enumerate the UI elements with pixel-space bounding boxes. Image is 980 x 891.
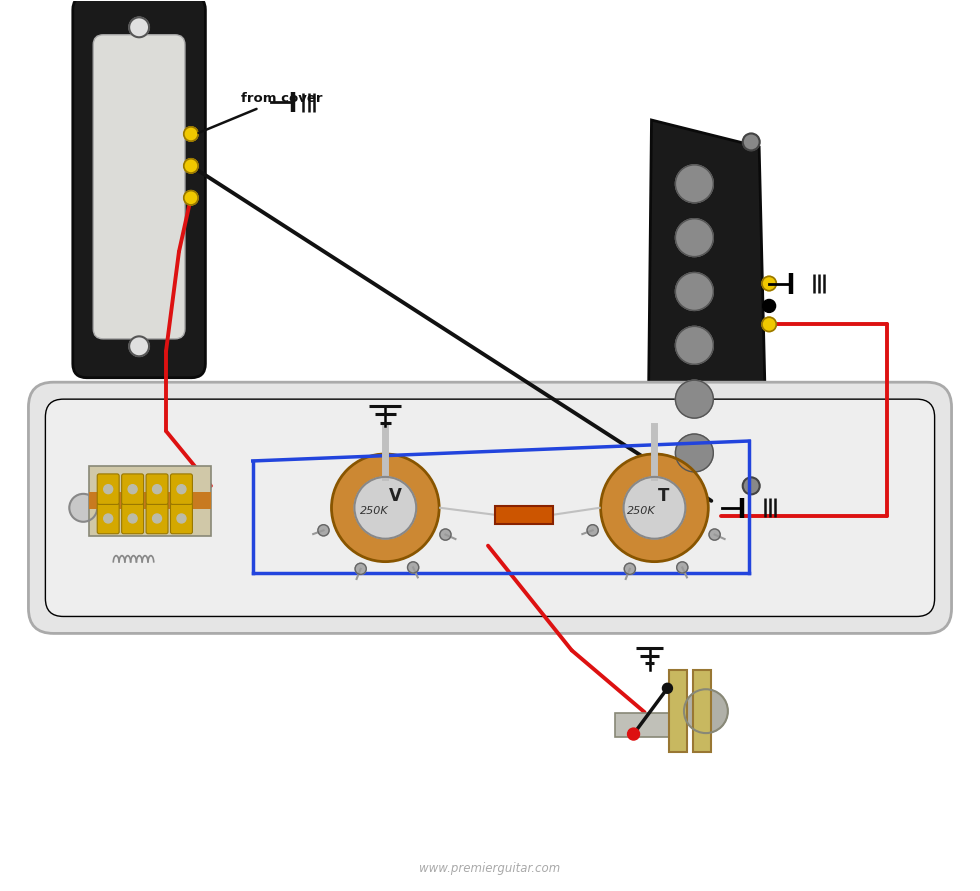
Bar [89, 493, 211, 509]
Circle shape [709, 529, 720, 540]
FancyBboxPatch shape [171, 503, 192, 534]
Circle shape [70, 494, 97, 522]
Circle shape [675, 273, 713, 310]
Circle shape [662, 683, 672, 693]
Circle shape [355, 563, 367, 575]
Circle shape [177, 485, 186, 494]
Text: T: T [658, 486, 669, 505]
FancyBboxPatch shape [122, 503, 144, 534]
Circle shape [601, 454, 709, 561]
Circle shape [675, 165, 713, 203]
Circle shape [153, 485, 162, 494]
Circle shape [153, 514, 162, 523]
FancyBboxPatch shape [97, 474, 120, 504]
Text: V: V [389, 486, 402, 505]
Circle shape [743, 478, 760, 495]
Circle shape [675, 380, 713, 418]
Circle shape [177, 514, 186, 523]
Circle shape [104, 514, 113, 523]
Circle shape [627, 728, 640, 740]
FancyBboxPatch shape [146, 503, 168, 534]
Circle shape [762, 299, 775, 313]
Circle shape [623, 477, 685, 539]
Circle shape [184, 159, 198, 173]
Circle shape [684, 690, 728, 733]
Text: www.premierguitar.com: www.premierguitar.com [419, 862, 561, 875]
Circle shape [129, 336, 149, 356]
Polygon shape [648, 120, 767, 493]
Circle shape [184, 191, 198, 205]
Circle shape [624, 563, 635, 575]
Circle shape [331, 454, 439, 561]
Circle shape [675, 326, 713, 364]
FancyBboxPatch shape [122, 474, 144, 504]
Bar [614, 713, 674, 738]
Circle shape [675, 434, 713, 472]
Circle shape [128, 514, 137, 523]
Bar [89, 466, 211, 535]
Circle shape [128, 485, 137, 494]
FancyBboxPatch shape [28, 382, 952, 634]
Circle shape [104, 485, 113, 494]
FancyBboxPatch shape [73, 0, 206, 378]
Text: 250K: 250K [626, 506, 656, 516]
Circle shape [677, 562, 688, 573]
FancyBboxPatch shape [93, 35, 185, 339]
Circle shape [129, 17, 149, 37]
Circle shape [761, 317, 776, 331]
FancyBboxPatch shape [171, 474, 192, 504]
Circle shape [440, 529, 451, 540]
FancyBboxPatch shape [146, 474, 168, 504]
Circle shape [587, 525, 598, 535]
Bar [669, 670, 687, 752]
Circle shape [761, 276, 776, 290]
Text: 250K: 250K [361, 506, 389, 516]
Text: from cover: from cover [199, 92, 322, 133]
Circle shape [675, 218, 713, 257]
FancyBboxPatch shape [45, 399, 935, 617]
Circle shape [408, 562, 418, 573]
Circle shape [355, 477, 416, 539]
Bar [694, 670, 711, 752]
Circle shape [743, 134, 760, 151]
Circle shape [184, 127, 198, 141]
Bar [495, 506, 553, 524]
FancyBboxPatch shape [97, 503, 120, 534]
Circle shape [318, 525, 329, 535]
